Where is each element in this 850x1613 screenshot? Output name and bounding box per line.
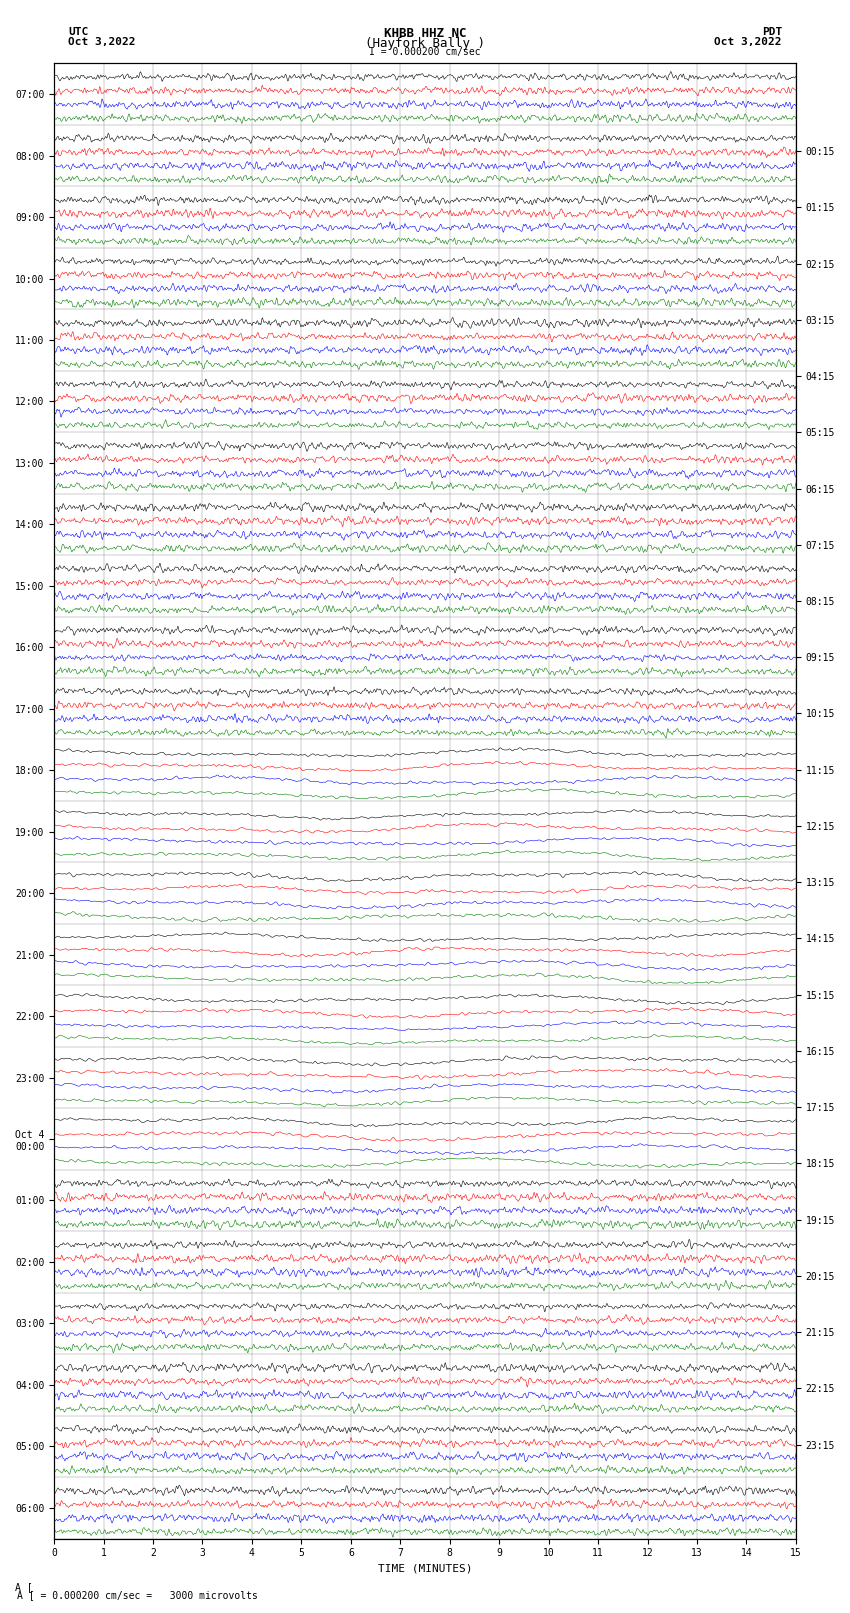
Text: I = 0.000200 cm/sec: I = 0.000200 cm/sec [369, 47, 481, 56]
Text: A [ = 0.000200 cm/sec =   3000 microvolts: A [ = 0.000200 cm/sec = 3000 microvolts [17, 1590, 258, 1600]
Text: Oct 3,2022: Oct 3,2022 [715, 37, 782, 47]
Text: KHBB HHZ NC: KHBB HHZ NC [383, 27, 467, 40]
X-axis label: TIME (MINUTES): TIME (MINUTES) [377, 1565, 473, 1574]
Text: UTC: UTC [68, 27, 88, 37]
Text: Oct 3,2022: Oct 3,2022 [68, 37, 135, 47]
Text: A [: A [ [15, 1582, 33, 1592]
Text: PDT: PDT [762, 27, 782, 37]
Text: (Hayfork Bally ): (Hayfork Bally ) [365, 37, 485, 50]
